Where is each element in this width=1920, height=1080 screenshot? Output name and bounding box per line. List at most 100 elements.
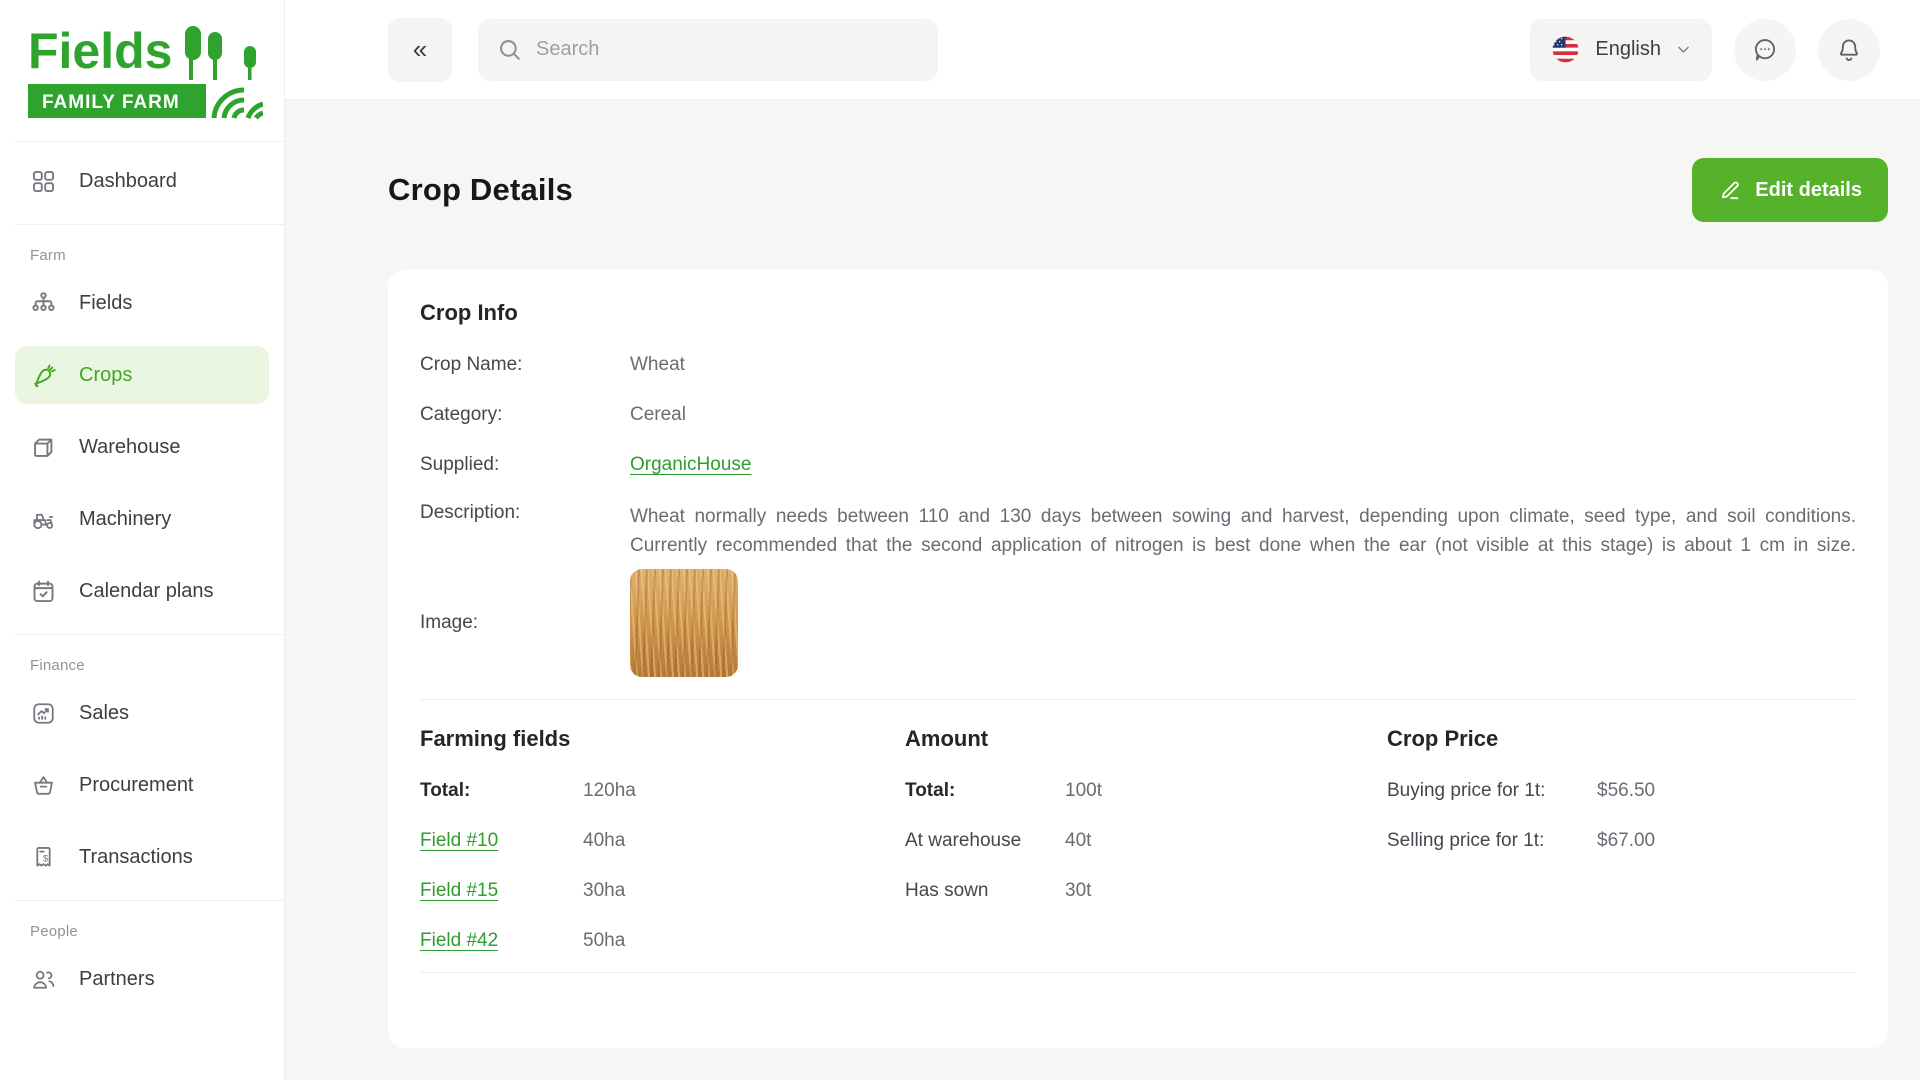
dashboard-icon — [30, 168, 57, 195]
sidebar-item-procurement[interactable]: Procurement — [15, 756, 269, 814]
category-row: Category: Cereal — [420, 390, 1856, 440]
sidebar-item-machinery[interactable]: Machinery — [15, 490, 269, 548]
logo-banner — [28, 84, 206, 118]
sidebar-item-warehouse[interactable]: Warehouse — [15, 418, 269, 476]
sidebar-divider — [15, 634, 284, 635]
sidebar-item-partners[interactable]: Partners — [15, 950, 269, 1008]
chat-bubble-icon — [1754, 38, 1776, 60]
selling-price-row: Selling price for 1t: $67.00 — [1387, 829, 1656, 851]
notifications-button[interactable] — [1818, 18, 1880, 81]
card-divider — [420, 698, 1856, 700]
sidebar-item-transactions[interactable]: $ Transactions — [15, 828, 269, 886]
sales-chart-icon — [30, 700, 57, 727]
brand-tagline-text: FAMILY FARM — [42, 92, 180, 113]
sidebar-divider — [15, 141, 284, 142]
description-row: Description: Wheat normally needs betwee… — [420, 490, 1856, 561]
sidebar-item-label: Partners — [79, 967, 155, 990]
language-label: English — [1595, 38, 1661, 60]
field-link[interactable]: Field #10 — [420, 829, 499, 851]
pencil-icon — [1722, 181, 1739, 200]
card-divider — [420, 971, 1856, 973]
main-area: « — [285, 0, 1920, 1080]
edit-details-button[interactable]: Edit details — [1692, 158, 1888, 222]
search-box — [478, 18, 938, 81]
sidebar-collapse-button[interactable]: « — [388, 17, 452, 82]
receipt-icon: $ — [30, 844, 57, 871]
category-label: Category: — [420, 404, 503, 425]
field-row: Field #10 40ha — [420, 829, 626, 851]
logo-field-curves-icon — [211, 87, 264, 120]
crop-price-column: Crop Price Buying price for 1t: $56.50 S… — [1387, 726, 1856, 966]
sidebar-item-label: Machinery — [79, 507, 172, 530]
us-flag-icon — [1552, 36, 1579, 63]
image-label: Image: — [420, 611, 479, 633]
content-area: Crop Details Edit details Crop Info Crop… — [285, 100, 1920, 1080]
chevron-down-icon — [1678, 46, 1689, 53]
sidebar-item-crops[interactable]: Crops — [15, 346, 269, 404]
collapse-chevrons-icon: « — [412, 34, 428, 64]
warehouse-box-icon — [30, 434, 57, 461]
sidebar: Fields FAMILY FARM Dashboard — [0, 0, 285, 1080]
topbar: « — [285, 0, 1920, 100]
description-value: Wheat normally needs between 110 and 130… — [630, 506, 1856, 557]
sidebar-item-fields[interactable]: Fields — [15, 274, 269, 332]
crop-image-thumbnail — [630, 568, 738, 677]
sidebar-section-people: People — [30, 923, 78, 940]
sidebar-item-calendar-plans[interactable]: Calendar plans — [15, 562, 269, 620]
sidebar-divider — [15, 900, 284, 901]
amount-heading: Amount — [905, 725, 989, 751]
sidebar-item-label: Procurement — [79, 773, 194, 796]
basket-icon — [30, 772, 57, 799]
page-header: Crop Details Edit details — [388, 158, 1888, 222]
page-title: Crop Details — [388, 172, 573, 207]
crop-info-heading: Crop Info — [420, 300, 518, 325]
amount-warehouse-row: At warehouse 40t — [905, 829, 1092, 851]
description-label: Description: — [420, 502, 521, 523]
farming-fields-heading: Farming fields — [420, 725, 571, 751]
field-link[interactable]: Field #42 — [420, 929, 499, 951]
sidebar-section-farm: Farm — [30, 247, 66, 264]
field-row: Field #42 50ha — [420, 929, 626, 951]
topbar-actions: English — [1530, 18, 1880, 81]
crop-details-card: Crop Info Crop Name: Wheat Category: Cer… — [388, 270, 1888, 1048]
tractor-icon — [30, 506, 57, 533]
brand-name-text: Fields — [28, 23, 172, 79]
search-input[interactable] — [478, 18, 938, 81]
carrot-icon — [30, 362, 57, 389]
category-value: Cereal — [630, 404, 686, 425]
sidebar-divider — [15, 224, 284, 225]
search-icon — [496, 36, 523, 63]
fields-total-row: Total: 120ha — [420, 779, 636, 801]
sidebar-item-dashboard[interactable]: Dashboard — [15, 152, 269, 210]
sidebar-item-label: Crops — [79, 363, 133, 386]
calendar-check-icon — [30, 578, 57, 605]
sidebar-item-label: Transactions — [79, 845, 193, 868]
supplier-label: Supplied: — [420, 454, 500, 475]
field-row: Field #15 30ha — [420, 879, 626, 901]
supplier-row: Supplied: OrganicHouse — [420, 440, 1856, 490]
crop-name-value: Wheat — [630, 354, 685, 375]
buying-price-row: Buying price for 1t: $56.50 — [1387, 779, 1656, 801]
farming-fields-column: Farming fields Total: 120ha Field #10 40… — [420, 726, 905, 966]
fields-hierarchy-icon — [30, 290, 57, 317]
messages-button[interactable] — [1734, 18, 1796, 81]
partners-users-icon — [30, 966, 57, 993]
stats-columns: Farming fields Total: 120ha Field #10 40… — [420, 726, 1856, 966]
amount-sown-row: Has sown 30t — [905, 879, 1092, 901]
language-selector[interactable]: English — [1530, 18, 1712, 81]
amount-column: Amount Total: 100t At warehouse 40t Has … — [905, 726, 1387, 966]
crop-name-row: Crop Name: Wheat — [420, 340, 1856, 390]
sidebar-section-finance: Finance — [30, 657, 85, 674]
crop-price-heading: Crop Price — [1387, 725, 1499, 751]
supplier-link[interactable]: OrganicHouse — [630, 454, 752, 475]
crop-name-label: Crop Name: — [420, 354, 523, 375]
amount-total-row: Total: 100t — [905, 779, 1102, 801]
sidebar-item-label: Calendar plans — [79, 579, 214, 602]
sidebar-item-label: Sales — [79, 701, 130, 724]
sidebar-item-sales[interactable]: Sales — [15, 684, 269, 742]
field-link[interactable]: Field #15 — [420, 879, 499, 901]
brand-logo[interactable]: Fields FAMILY FARM — [0, 0, 284, 141]
edit-details-label: Edit details — [1755, 178, 1862, 201]
svg-text:$: $ — [43, 853, 49, 864]
sidebar-nav: Dashboard Farm Fields Crops Warehouse — [0, 142, 284, 1008]
